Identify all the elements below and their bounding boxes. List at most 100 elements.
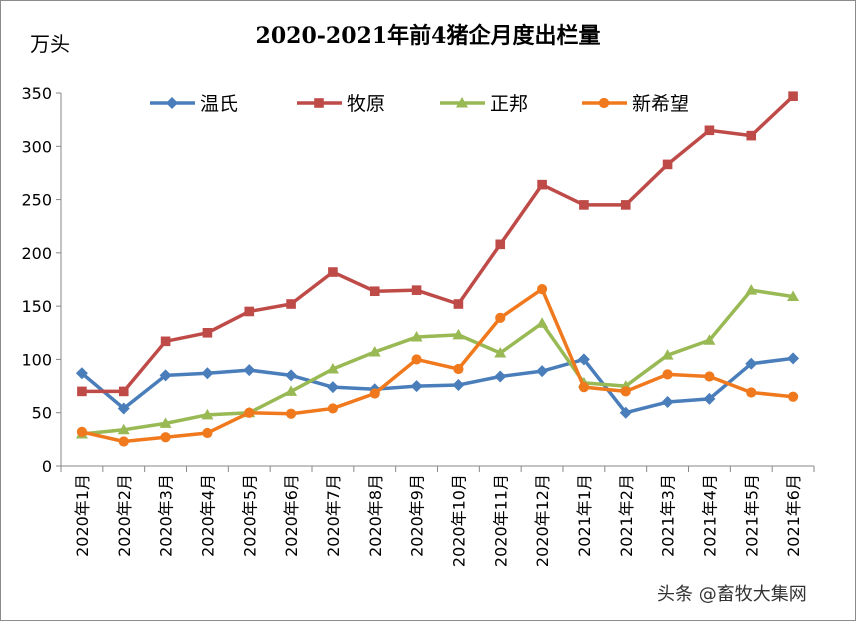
data-point bbox=[787, 352, 800, 365]
y-tick-label: 350 bbox=[21, 84, 52, 103]
x-tick-label: 2020年11月 bbox=[491, 474, 510, 567]
data-point bbox=[703, 334, 716, 345]
y-tick-label: 150 bbox=[21, 297, 52, 316]
x-tick-label: 2020年4月 bbox=[198, 474, 217, 557]
x-tick-label: 2020年12月 bbox=[533, 474, 552, 567]
series-line bbox=[80, 356, 794, 415]
data-point bbox=[328, 267, 338, 277]
data-point bbox=[369, 286, 380, 297]
y-tick-label: 250 bbox=[21, 191, 52, 210]
data-point bbox=[411, 285, 422, 295]
x-tick-label: 2020年7月 bbox=[324, 474, 343, 557]
data-point bbox=[536, 365, 549, 378]
x-tick-label: 2020年10月 bbox=[449, 474, 468, 567]
data-point bbox=[285, 408, 297, 419]
y-tick-label: 200 bbox=[21, 244, 52, 263]
data-point bbox=[495, 239, 506, 250]
chart-title: 2020-2021年前4猪企月度出栏量 bbox=[255, 23, 601, 49]
data-point bbox=[285, 369, 298, 382]
data-point bbox=[704, 371, 715, 382]
data-point bbox=[620, 200, 631, 210]
legend-marker bbox=[166, 97, 178, 109]
data-point bbox=[787, 290, 800, 302]
legend-label: 牧原 bbox=[347, 93, 385, 115]
x-tick-label: 2020年2月 bbox=[115, 474, 134, 557]
x-tick-label: 2021年1月 bbox=[575, 474, 594, 557]
data-point bbox=[536, 317, 549, 328]
data-point bbox=[452, 379, 465, 392]
data-point bbox=[326, 381, 339, 394]
data-point bbox=[117, 402, 130, 415]
data-point bbox=[201, 408, 214, 420]
data-point bbox=[75, 367, 88, 380]
data-point bbox=[243, 364, 256, 377]
data-point bbox=[369, 388, 380, 399]
y-axis-unit-label: 万头 bbox=[30, 32, 70, 56]
legend-marker bbox=[598, 97, 610, 109]
data-point bbox=[410, 331, 423, 342]
data-point bbox=[160, 336, 171, 347]
legend-marker bbox=[314, 98, 324, 108]
data-point bbox=[244, 407, 255, 418]
y-tick-label: 0 bbox=[42, 457, 52, 476]
data-point bbox=[703, 392, 716, 405]
data-point bbox=[452, 328, 465, 340]
data-point bbox=[662, 159, 673, 170]
data-point bbox=[327, 403, 339, 414]
series-line bbox=[81, 94, 795, 394]
data-point bbox=[286, 299, 296, 309]
data-point bbox=[453, 299, 464, 309]
data-point bbox=[661, 349, 674, 360]
data-point bbox=[579, 200, 589, 210]
x-tick-label: 2020年8月 bbox=[366, 474, 385, 557]
legend-label: 新希望 bbox=[632, 93, 689, 115]
watermark: 头条 @畜牧大集网 bbox=[657, 584, 807, 605]
y-tick-label: 50 bbox=[32, 404, 52, 423]
data-point bbox=[285, 385, 298, 396]
data-point bbox=[118, 386, 129, 397]
x-tick-label: 2020年5月 bbox=[240, 474, 259, 557]
x-tick-label: 2021年4月 bbox=[700, 474, 719, 557]
data-point bbox=[537, 179, 547, 190]
data-point bbox=[745, 357, 758, 370]
data-point bbox=[620, 386, 631, 397]
legend-marker bbox=[456, 97, 468, 108]
data-point bbox=[746, 387, 757, 398]
x-tick-label: 2021年5月 bbox=[742, 474, 761, 557]
data-point bbox=[494, 370, 507, 383]
data-point bbox=[159, 417, 172, 428]
y-tick-label: 100 bbox=[21, 350, 52, 369]
x-tick-label: 2020年3月 bbox=[157, 474, 176, 557]
data-point bbox=[202, 327, 213, 338]
data-point bbox=[77, 386, 87, 397]
data-point bbox=[76, 426, 88, 437]
legend-label: 温氏 bbox=[200, 93, 238, 115]
data-point bbox=[662, 369, 673, 380]
data-point bbox=[117, 423, 130, 435]
data-point bbox=[368, 345, 381, 357]
data-point bbox=[578, 382, 590, 393]
data-point bbox=[787, 391, 799, 402]
data-point bbox=[536, 283, 548, 295]
x-tick-label: 2021年3月 bbox=[659, 474, 678, 557]
data-point bbox=[326, 363, 339, 374]
data-point bbox=[118, 436, 129, 447]
x-tick-label: 2021年6月 bbox=[784, 474, 803, 557]
x-tick-label: 2020年1月 bbox=[73, 474, 92, 557]
legend-label: 正邦 bbox=[490, 93, 528, 115]
x-tick-label: 2020年6月 bbox=[282, 474, 301, 557]
x-tick-label: 2021年2月 bbox=[617, 474, 636, 557]
series-line bbox=[81, 287, 794, 444]
data-point bbox=[411, 354, 422, 365]
data-point bbox=[410, 380, 423, 393]
data-point bbox=[244, 306, 255, 317]
data-point bbox=[788, 91, 798, 101]
data-point bbox=[202, 427, 213, 439]
data-point bbox=[201, 367, 214, 380]
series-line bbox=[81, 288, 794, 436]
data-point bbox=[160, 432, 171, 443]
data-point bbox=[746, 130, 757, 141]
data-point bbox=[495, 312, 506, 323]
